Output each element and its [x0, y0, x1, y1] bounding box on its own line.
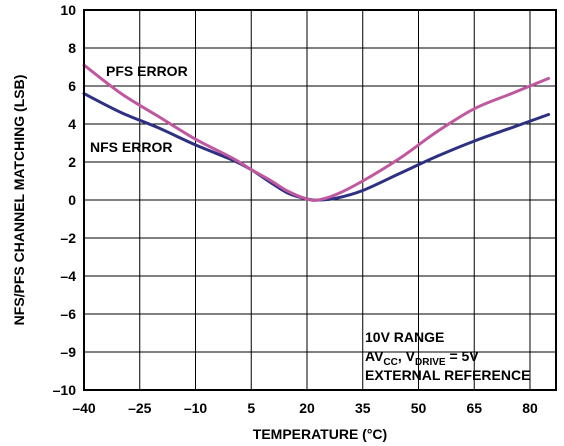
y-axis-label: NFS/PFS CHANNEL MATCHING (LSB) — [11, 75, 27, 326]
y-tick-label-4: –2 — [60, 230, 76, 246]
x-tick-label-2: –10 — [184, 400, 208, 416]
series-label-nfs: NFS ERROR — [90, 139, 172, 155]
x-tick-label-6: 50 — [411, 400, 427, 416]
tick-labels: –40 –25 –10 5 20 35 50 65 80 –10 –9 –6 –4 –2 0 2 4 6 8 10 — [53, 2, 538, 416]
y-tick-label-10: 10 — [60, 2, 76, 18]
annotation-value: = 5V — [446, 348, 480, 364]
x-tick-label-4: 20 — [299, 400, 315, 416]
annotation-reference: EXTERNAL REFERENCE — [365, 367, 530, 383]
y-tick-label-1: –9 — [60, 344, 76, 360]
x-tick-label-1: –25 — [128, 400, 152, 416]
y-tick-label-7: 4 — [68, 116, 76, 132]
annotation-av: AV — [365, 348, 384, 364]
x-tick-label-7: 65 — [466, 400, 482, 416]
series-lines — [82, 63, 551, 202]
y-tick-label-5: 0 — [68, 192, 76, 208]
x-axis-label: TEMPERATURE (°C) — [253, 426, 387, 442]
x-tick-label-0: –40 — [72, 400, 96, 416]
annotation-cc: CC — [383, 357, 397, 368]
y-tick-label-0: –10 — [53, 382, 77, 398]
x-tick-label-8: 80 — [522, 400, 538, 416]
y-tick-label-2: –6 — [60, 306, 76, 322]
annotation-box: 10V RANGE AVCC, VDRIVE = 5V EXTERNAL REF… — [365, 329, 530, 383]
x-tick-label-5: 35 — [355, 400, 371, 416]
y-tick-label-8: 6 — [68, 78, 76, 94]
series-label-pfs: PFS ERROR — [106, 63, 188, 79]
annotation-v: , V — [398, 348, 416, 364]
x-tick-label-3: 5 — [247, 400, 255, 416]
annotation-range: 10V RANGE — [365, 329, 444, 345]
grid-lines — [83, 9, 556, 391]
series-line-pfs — [82, 63, 551, 202]
y-tick-label-3: –4 — [60, 268, 76, 284]
y-tick-label-9: 8 — [68, 40, 76, 56]
annotation-supply: AVCC, VDRIVE = 5V — [365, 348, 479, 368]
plot-frame — [83, 9, 557, 391]
y-tick-label-6: 2 — [68, 154, 76, 170]
annotation-drive: DRIVE — [415, 357, 446, 368]
